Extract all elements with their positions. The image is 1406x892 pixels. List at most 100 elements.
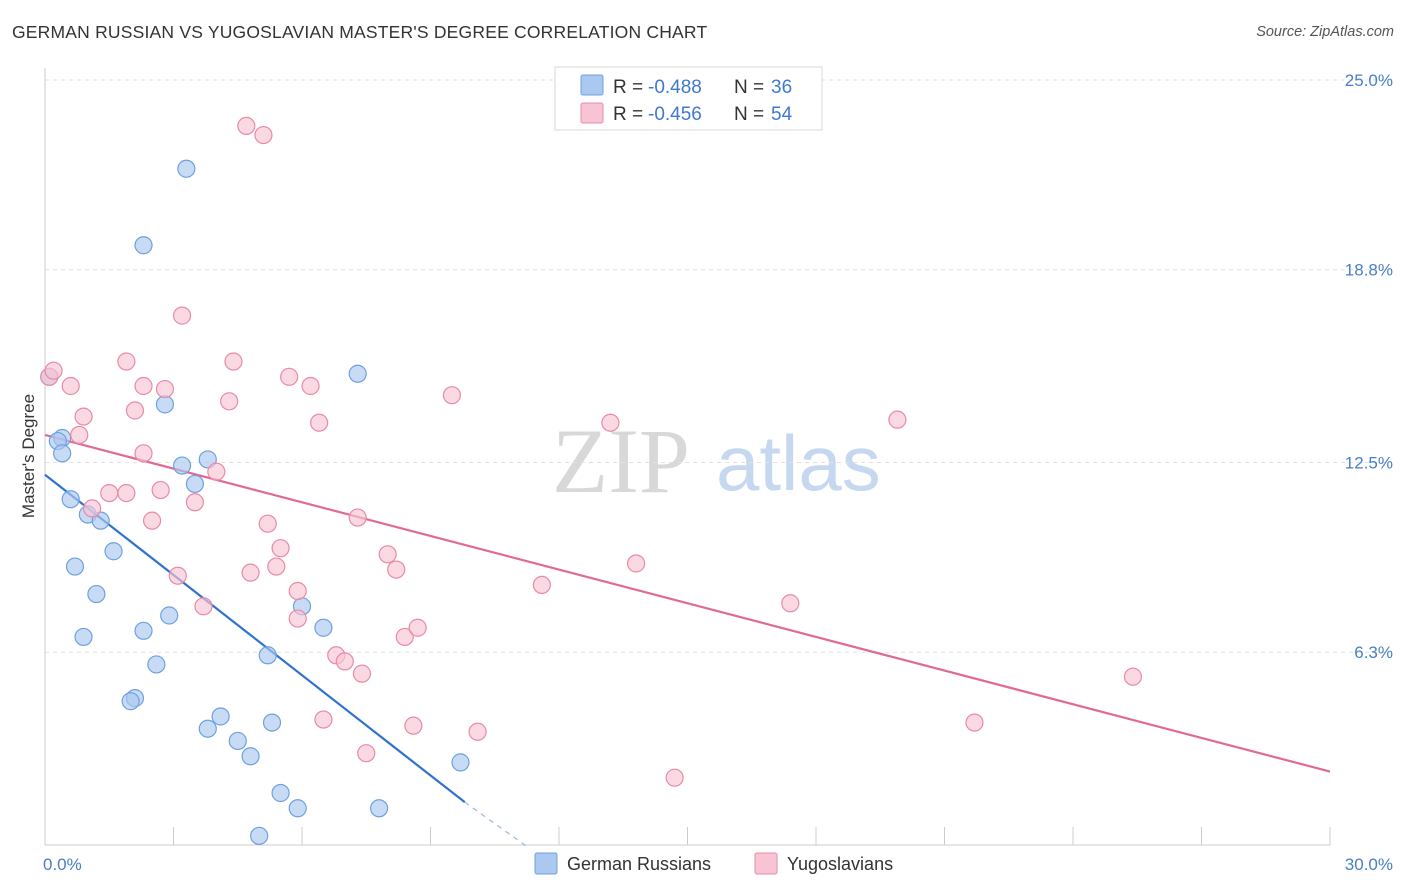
yugoslavians-point-8 — [125, 401, 145, 420]
yugoslavians-point-27 — [267, 557, 286, 576]
german-russians-point-26 — [258, 646, 277, 665]
yugoslavians-point-24 — [241, 563, 260, 582]
german-russians-point-19 — [147, 655, 166, 674]
german-russians-point-32 — [348, 364, 367, 383]
german-russians-point-31 — [314, 618, 333, 637]
legend-n-value-2: 54 — [771, 104, 793, 125]
y-tick-label-2: 18.8% — [1345, 261, 1393, 280]
german-russians-point-22 — [198, 719, 217, 738]
bottom-legend-swatch-german-russians — [534, 852, 558, 875]
german-russians-point-35 — [250, 826, 269, 845]
german-russians-point-3 — [53, 444, 72, 463]
german-russians-point-12 — [134, 236, 153, 255]
watermark: ZIP atlas — [552, 410, 881, 512]
yugoslavians-point-13 — [155, 379, 175, 399]
yugoslavians-trend-line — [44, 433, 1331, 773]
yugoslavians-point-1 — [44, 361, 63, 380]
yugoslavians-point-51 — [888, 410, 907, 429]
yugoslavians-point-20 — [220, 392, 239, 411]
german-russians-point-34 — [451, 753, 470, 772]
yugoslavians-point-46 — [532, 575, 551, 595]
yugoslavians-point-18 — [194, 597, 213, 616]
legend-n-value-1: 36 — [771, 77, 792, 98]
yugoslavians-point-33 — [314, 710, 333, 729]
yugoslavians-point-50 — [781, 594, 800, 613]
german-russians-point-8 — [104, 542, 123, 561]
yugoslavians-point-3 — [74, 407, 93, 426]
yugoslavians-point-47 — [601, 413, 620, 432]
yugoslavians-point-31 — [301, 376, 320, 396]
german-russians-point-29 — [288, 799, 307, 818]
yugoslavians-point-15 — [168, 566, 187, 585]
legend-n-label-2: N = — [734, 104, 764, 125]
yugoslavians-point-41 — [395, 627, 414, 647]
chart-title: GERMAN RUSSIAN VS YUGOSLAVIAN MASTER'S D… — [12, 22, 708, 42]
yugoslavians-point-42 — [408, 618, 427, 637]
yugoslavians-point-7 — [117, 352, 136, 371]
yugoslavians-point-23 — [254, 125, 273, 145]
german-russians-point-23 — [211, 707, 230, 726]
y-tick-label-3: 25.0% — [1345, 71, 1393, 90]
yugoslavians-point-4 — [70, 425, 89, 445]
yugoslavians-point-14 — [151, 480, 170, 500]
yugoslavians-point-30 — [288, 609, 307, 628]
german-russians-point-25 — [241, 747, 260, 766]
yugoslavians-point-49 — [665, 768, 684, 787]
yugoslavians-point-39 — [378, 545, 397, 564]
yugoslavians-point-40 — [387, 560, 406, 579]
yugoslavians-point-48 — [626, 554, 646, 573]
german-russians-point-24 — [228, 731, 247, 751]
yugoslavians-point-11 — [134, 444, 153, 463]
yugoslavians-point-45 — [468, 722, 487, 741]
yugoslavians-point-9 — [117, 484, 136, 503]
legend-n-label-1: N = — [734, 77, 764, 98]
german-russians-point-17 — [160, 606, 179, 625]
yugoslavians-point-5 — [83, 499, 102, 518]
y-axis-title: Master's Degree — [19, 394, 38, 518]
yugoslavians-point-21 — [224, 352, 243, 371]
bottom-legend-swatch-yugoslavians — [754, 852, 778, 875]
trend-lines — [44, 433, 1331, 849]
yugoslavians-point-52 — [965, 713, 984, 732]
watermark-zip: ZIP — [552, 410, 690, 512]
legend-r-label-2: R = — [613, 104, 643, 125]
bottom-legend-label-german-russians: German Russians — [567, 854, 711, 874]
yugoslavians-point-25 — [258, 514, 277, 533]
x-tick-label-1: 30.0% — [1345, 855, 1393, 874]
correlation-legend: R = -0.488 N = 36 R = -0.456 N = 54 — [554, 66, 823, 131]
yugoslavians-point-26 — [271, 539, 290, 558]
yugoslavians-point-38 — [348, 508, 367, 527]
german-russians-point-9 — [87, 584, 106, 604]
series-legend: German Russians Yugoslavians — [534, 852, 893, 875]
german-russians-point-27 — [262, 713, 282, 732]
yugoslavians-point-32 — [310, 413, 329, 432]
german-russians-point-13 — [172, 456, 192, 475]
legend-swatch-yugoslavians — [580, 102, 604, 124]
yugoslavians-point-19 — [207, 462, 226, 481]
yugoslavians-point-2 — [61, 376, 80, 396]
legend-swatch-german-russians — [580, 74, 604, 96]
german-russians-trend-extension — [464, 801, 530, 849]
y-tick-label-0: 6.3% — [1354, 643, 1393, 662]
yugoslavians-point-37 — [357, 744, 376, 763]
german-russians-point-28 — [271, 783, 290, 803]
yugoslavians-point-29 — [288, 581, 307, 601]
german-russians-point-33 — [370, 799, 389, 818]
y-tick-labels: 6.3% 12.5% 18.8% 25.0% — [1345, 71, 1393, 662]
legend-r-value-1: -0.488 — [648, 77, 702, 98]
legend-r-label-1: R = — [613, 77, 643, 98]
german-russians-trend-line — [44, 473, 466, 804]
yugoslavians-point-53 — [1123, 667, 1143, 686]
yugoslavians-point-17 — [185, 493, 205, 512]
yugoslavians-point-44 — [442, 386, 462, 405]
yugoslavians-point-10 — [134, 376, 153, 396]
german-russians-point-15 — [185, 474, 205, 494]
x-tick-label-0: 0.0% — [43, 855, 82, 874]
german-russians-point-16 — [177, 159, 196, 178]
yugoslavians-point-12 — [142, 511, 162, 530]
yugoslavians-point-16 — [172, 306, 192, 325]
yugoslavians-point-22 — [237, 116, 256, 136]
x-tick-labels: 0.0% 30.0% — [43, 855, 1393, 874]
legend-r-value-2: -0.456 — [648, 104, 702, 125]
